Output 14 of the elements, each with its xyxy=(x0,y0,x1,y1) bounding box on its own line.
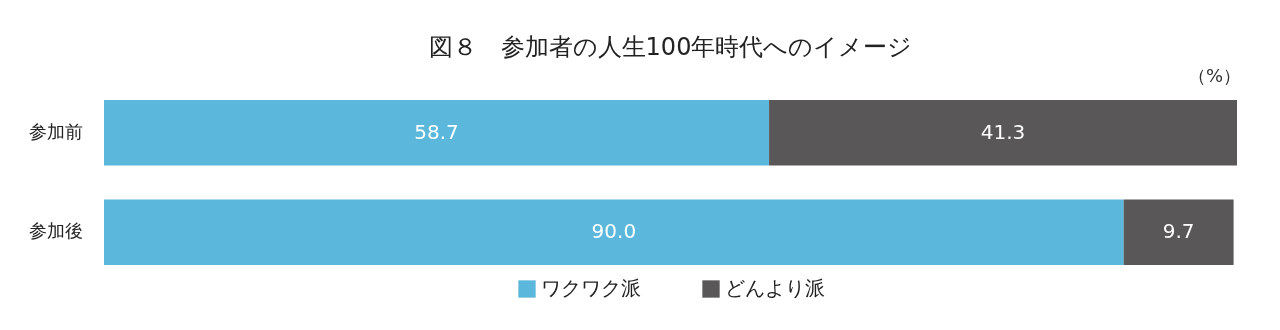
data-label: 90.0 xyxy=(591,219,637,244)
legend-label: ワクワク派 xyxy=(541,276,641,300)
chart-title: 図８ 参加者の人生100年時代へのイメージ xyxy=(428,33,913,61)
bar xyxy=(104,199,1124,265)
legend-label: どんより派 xyxy=(725,276,825,300)
y-tick-label: 参加前 xyxy=(28,120,83,142)
data-label: 58.7 xyxy=(414,119,459,144)
data-label: 41.3 xyxy=(980,119,1026,144)
bar xyxy=(769,100,1237,166)
bar xyxy=(1123,199,1234,265)
y-tick-label: 参加後 xyxy=(28,220,83,242)
data-label: 9.7 xyxy=(1162,219,1195,244)
bar xyxy=(104,100,770,166)
annotation: （%） xyxy=(1188,64,1242,88)
